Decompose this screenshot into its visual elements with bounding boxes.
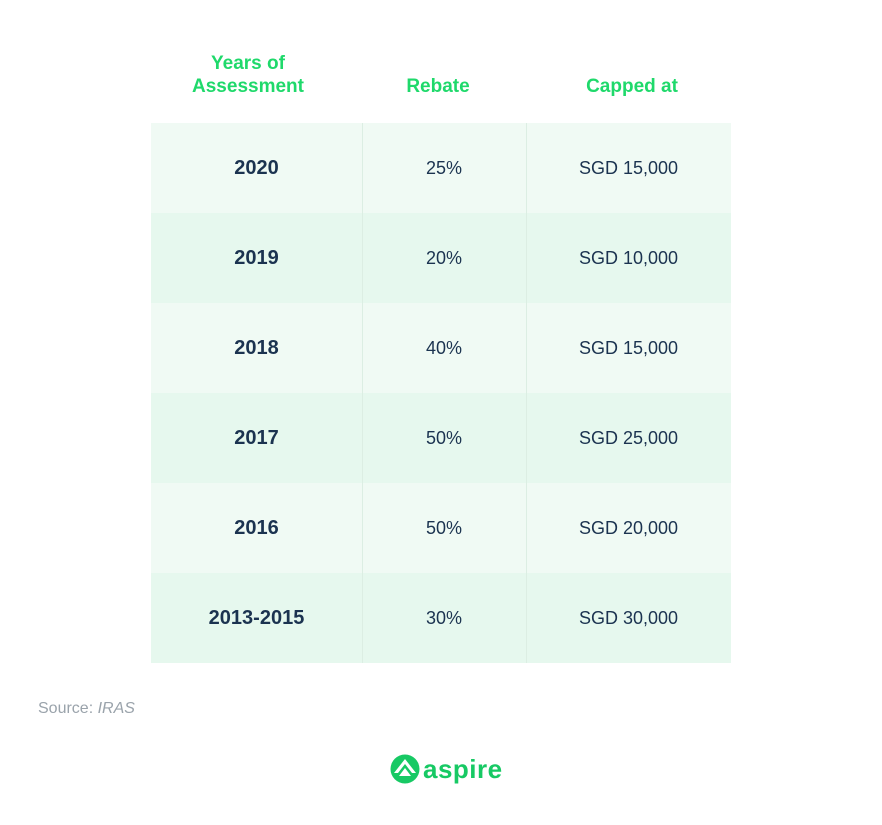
rebate-cell: 50%: [425, 428, 463, 448]
column-divider: [362, 123, 363, 663]
aspire-logo-icon: [390, 754, 420, 784]
rebate-cell: 30%: [425, 608, 463, 628]
header-capped-at: Capped at: [586, 76, 678, 97]
table-row: 2017 50% SGD 25,000: [151, 393, 731, 483]
capped-cell: SGD 10,000: [578, 248, 679, 268]
logo-wordmark: aspire: [423, 754, 503, 784]
table-row: 2013-2015 30% SGD 30,000: [151, 573, 731, 663]
capped-cell: SGD 15,000: [578, 158, 679, 178]
capped-cell: SGD 15,000: [578, 338, 679, 358]
capped-cell: SGD 25,000: [578, 428, 679, 448]
header-rebate: Rebate: [406, 76, 470, 97]
capped-cell: SGD 30,000: [578, 608, 679, 628]
rebate-cell: 50%: [425, 518, 463, 538]
header-years-line1: Years of: [211, 53, 285, 74]
year-cell: 2017: [234, 427, 279, 449]
table-row: 2018 40% SGD 15,000: [151, 303, 731, 393]
rebate-cell: 25%: [425, 158, 463, 178]
header-years-line2: Assessment: [192, 76, 304, 97]
table-row: 2019 20% SGD 10,000: [151, 213, 731, 303]
capped-cell: SGD 20,000: [578, 518, 679, 538]
rebate-cell: 20%: [425, 248, 463, 268]
column-divider: [526, 123, 527, 663]
table-row: 2020 25% SGD 15,000: [151, 123, 731, 213]
source-prefix: Source:: [38, 700, 94, 717]
year-cell: 2018: [234, 337, 279, 359]
header-years-of-assessment: Years of Assessment: [143, 52, 353, 98]
source-name: IRAS: [97, 700, 135, 717]
table-row: 2016 50% SGD 20,000: [151, 483, 731, 573]
year-cell: 2013-2015: [208, 607, 305, 629]
rebate-table: 2020 25% SGD 15,000 2019 20% SGD 10,000 …: [151, 123, 731, 663]
source-note: Source: IRAS: [38, 700, 135, 718]
year-cell: 2020: [234, 157, 279, 179]
rebate-cell: 40%: [425, 338, 463, 358]
year-cell: 2019: [234, 247, 279, 269]
year-cell: 2016: [234, 517, 279, 539]
